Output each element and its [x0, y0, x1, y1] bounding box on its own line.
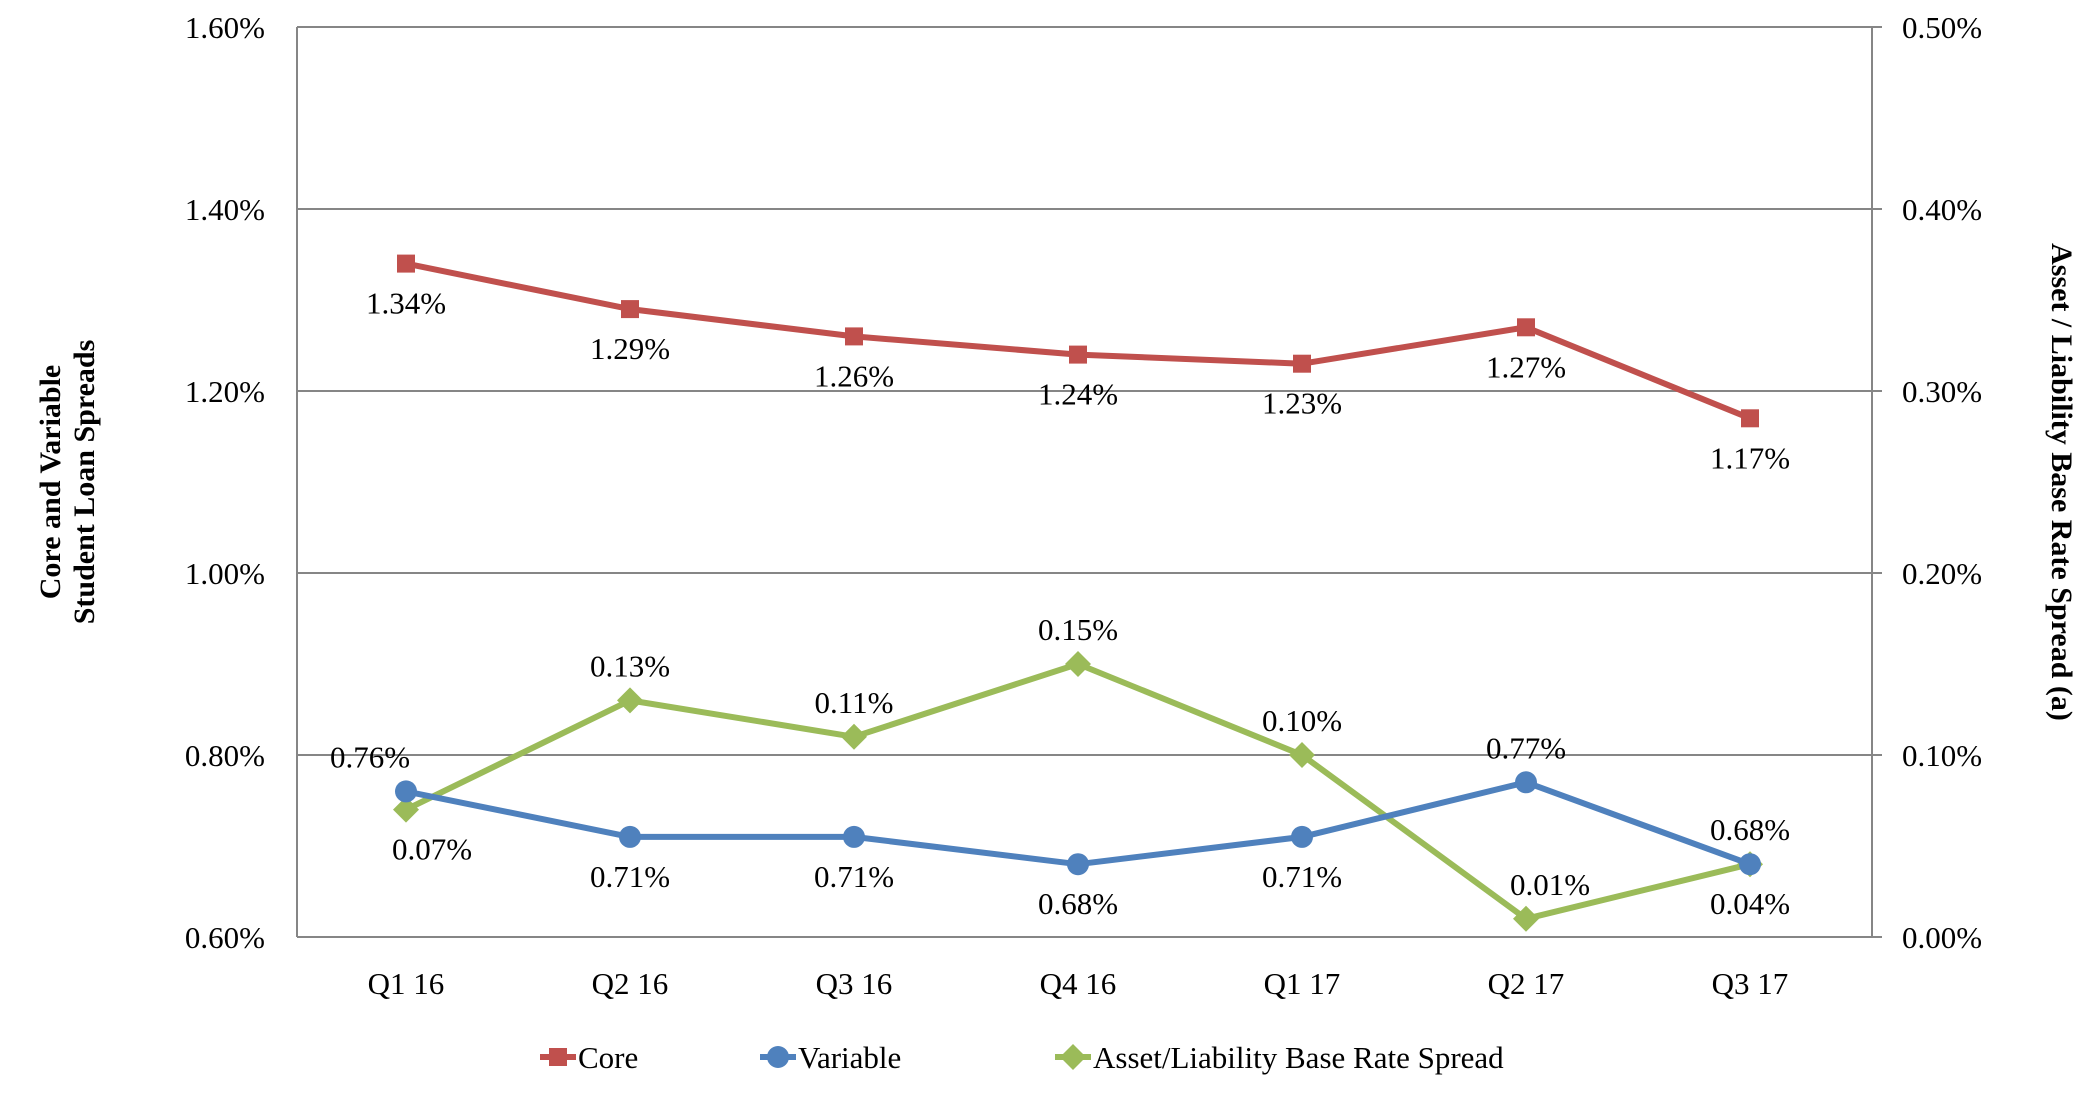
diamond-marker	[1513, 905, 1539, 932]
data-label: 0.04%	[1710, 886, 1790, 921]
data-label: 1.27%	[1486, 349, 1566, 384]
data-label: 1.26%	[814, 358, 894, 393]
square-marker	[1517, 318, 1535, 337]
diamond-marker	[1065, 651, 1091, 677]
circle-marker	[1739, 853, 1761, 876]
diamond-marker	[1060, 1044, 1086, 1070]
data-label: 1.29%	[590, 331, 670, 366]
circle-marker	[767, 1046, 789, 1068]
x-tick-label: Q3 16	[816, 966, 893, 1001]
diamond-marker	[393, 796, 419, 823]
circle-marker	[395, 780, 417, 803]
data-label: 1.34%	[366, 286, 446, 321]
left-tick-label: 1.00%	[185, 556, 265, 591]
left-tick-label: 0.60%	[185, 920, 265, 955]
data-labels: 0.07% 0.13% 0.11% 0.15% 0.10% 0.01% 0.04% 0.76%…	[330, 286, 1790, 922]
square-marker	[845, 327, 863, 346]
data-label: 0.13%	[590, 648, 670, 683]
data-label: 0.77%	[1486, 730, 1566, 765]
series-group	[393, 254, 1763, 932]
square-marker	[1069, 345, 1087, 364]
legend-label: Asset/Liability Base Rate Spread	[1093, 1040, 1504, 1075]
data-label: 0.71%	[1262, 859, 1342, 894]
left-axis-title-line1: Core and Variable	[34, 365, 67, 599]
right-tick-label: 0.20%	[1902, 556, 1982, 591]
data-label: 0.10%	[1262, 703, 1342, 738]
square-marker	[549, 1048, 567, 1066]
right-tick-label: 0.10%	[1902, 738, 1982, 773]
legend-label: Core	[578, 1040, 638, 1075]
legend-item: Core	[540, 1040, 638, 1075]
data-label: 0.71%	[814, 859, 894, 894]
circle-marker	[619, 825, 641, 848]
x-tick-label: Q4 16	[1040, 966, 1117, 1001]
data-label: 0.71%	[590, 859, 670, 894]
left-tick-label: 1.20%	[185, 374, 265, 409]
x-tick-label: Q1 17	[1264, 966, 1341, 1001]
data-label: 0.68%	[1710, 812, 1790, 847]
square-marker	[1741, 409, 1759, 428]
circle-marker	[1291, 825, 1313, 848]
circle-marker	[843, 825, 865, 848]
left-tick-label: 0.80%	[185, 738, 265, 773]
data-label: 0.11%	[815, 685, 894, 720]
diamond-marker	[841, 723, 867, 750]
square-marker	[397, 254, 415, 273]
left-axis-title-line2: Student Loan Spreads	[68, 340, 101, 625]
diamond-marker	[1289, 742, 1315, 768]
data-label: 0.76%	[330, 739, 410, 774]
x-tick-label: Q3 17	[1712, 966, 1789, 1001]
data-label: 0.15%	[1038, 612, 1118, 647]
data-label: 0.01%	[1510, 867, 1590, 902]
right-axis-title: Asset / Liability Base Rate Spread (a)	[2045, 243, 2078, 721]
square-marker	[621, 300, 639, 319]
square-marker	[1293, 354, 1311, 373]
legend-item: Variable	[760, 1040, 901, 1075]
series-line-variable	[405, 779, 1752, 868]
legend: Core Variable Asset/Liability Base Rate Sp…	[540, 1040, 1504, 1075]
data-label: 0.68%	[1038, 886, 1118, 921]
data-label: 1.23%	[1262, 386, 1342, 421]
circle-marker	[1067, 853, 1089, 876]
data-label: 1.17%	[1710, 440, 1790, 475]
gridlines	[296, 26, 1882, 938]
x-tick-label: Q1 16	[368, 966, 445, 1001]
right-tick-label: 0.40%	[1902, 192, 1982, 227]
left-tick-label: 1.40%	[185, 192, 265, 227]
right-tick-label: 0.00%	[1902, 920, 1982, 955]
right-tick-label: 0.50%	[1902, 10, 1982, 45]
left-tick-label: 1.60%	[185, 10, 265, 45]
data-label: 0.07%	[392, 832, 472, 867]
axis-ticks: 0.60% 0.00% 0.80% 0.10% 1.00% 0.20% 1.20% 0.30%…	[185, 10, 1982, 1001]
legend-label: Variable	[798, 1040, 901, 1075]
data-label: 1.24%	[1038, 377, 1118, 412]
circle-marker	[1515, 771, 1537, 794]
x-tick-label: Q2 17	[1488, 966, 1565, 1001]
right-tick-label: 0.30%	[1902, 374, 1982, 409]
x-tick-label: Q2 16	[592, 966, 669, 1001]
diamond-marker	[617, 687, 643, 714]
legend-item: Asset/Liability Base Rate Spread	[1055, 1040, 1504, 1075]
